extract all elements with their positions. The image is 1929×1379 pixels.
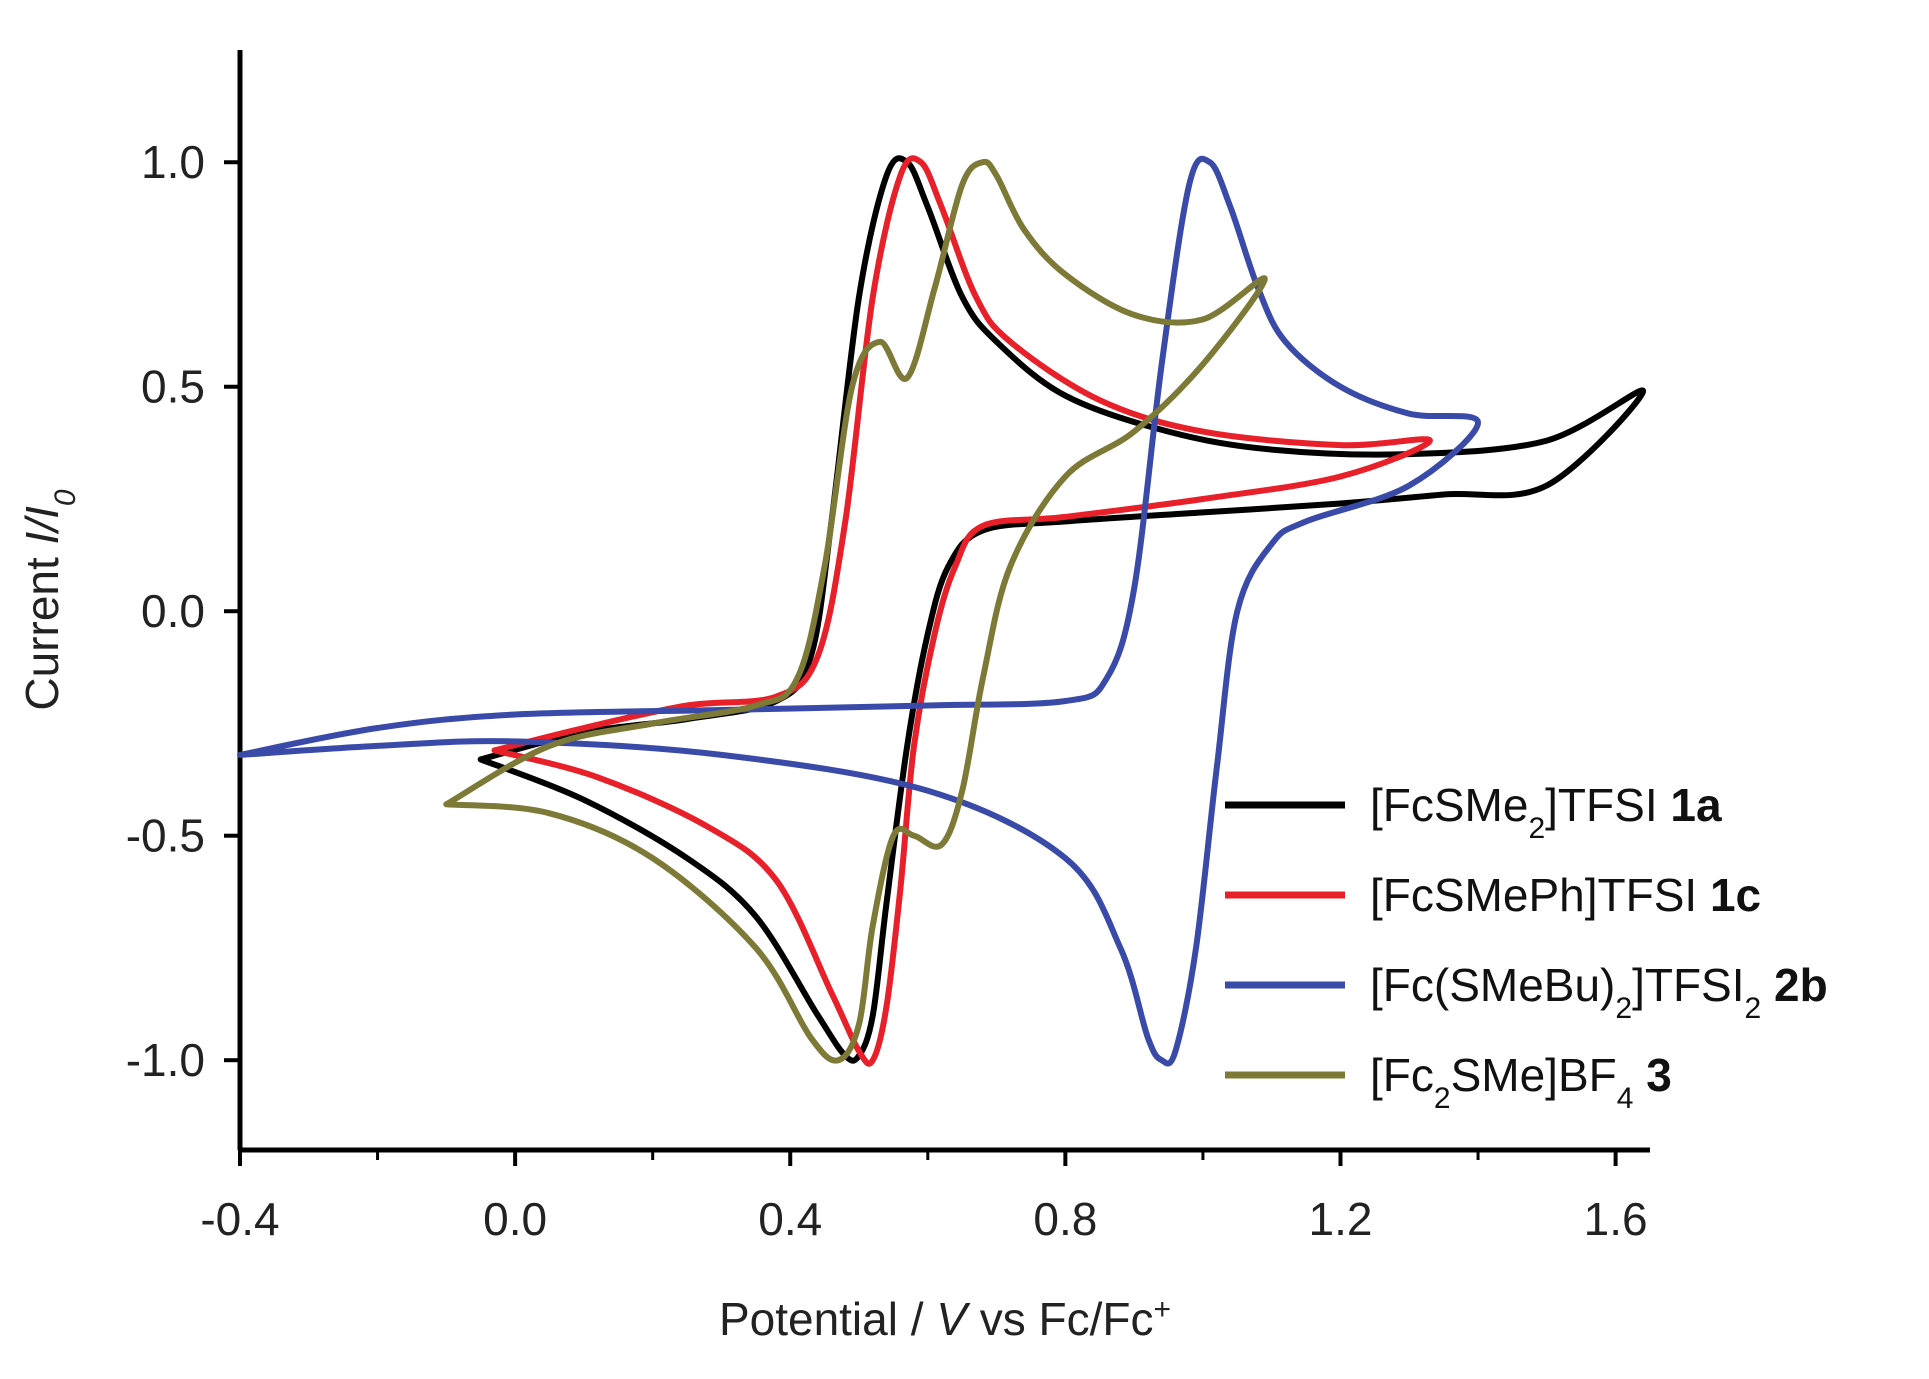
series-line-1 bbox=[477, 155, 1647, 1064]
x-tick-label: 1.6 bbox=[1584, 1193, 1648, 1245]
x-axis-ticks: -0.4 0.0 0.4 0.8 1.2 1.6 bbox=[200, 1150, 1648, 1245]
series-line-2 bbox=[491, 155, 1433, 1067]
y-axis-ticks: -1.0 -0.5 0.0 0.5 1.0 bbox=[126, 136, 240, 1086]
series-lines bbox=[237, 155, 1647, 1067]
x-tick-label: -0.4 bbox=[200, 1193, 279, 1245]
y-axis-label: Current I/I0 bbox=[16, 489, 82, 711]
x-tick-label: 1.2 bbox=[1309, 1193, 1373, 1245]
series-line-3 bbox=[237, 155, 1481, 1067]
axes-frame bbox=[237, 50, 1650, 1153]
y-tick-label: 0.0 bbox=[141, 585, 205, 637]
y-tick-label: 1.0 bbox=[141, 136, 205, 188]
legend-label-2: [FcSMePh]TFSI 1c bbox=[1370, 869, 1761, 921]
legend-label-3: [Fc(SMeBu)2]TFSI2 2b bbox=[1370, 959, 1828, 1025]
y-tick-label: -0.5 bbox=[126, 810, 205, 862]
x-tick-label: 0.8 bbox=[1033, 1193, 1097, 1245]
x-tick-label: 0.4 bbox=[758, 1193, 822, 1245]
y-tick-label: -1.0 bbox=[126, 1034, 205, 1086]
x-tick-label: 0.0 bbox=[483, 1193, 547, 1245]
legend: [FcSMe2]TFSI 1a [FcSMePh]TFSI 1c [Fc(SMeBu… bbox=[1225, 779, 1828, 1115]
y-tick-label: 0.5 bbox=[141, 361, 205, 413]
legend-label-4: [Fc2SMe]BF4 3 bbox=[1370, 1049, 1672, 1115]
legend-label-1: [FcSMe2]TFSI 1a bbox=[1370, 779, 1722, 845]
series-line-4 bbox=[443, 158, 1268, 1064]
x-axis-label: Potential / V vs Fc/Fc+ bbox=[719, 1293, 1171, 1346]
